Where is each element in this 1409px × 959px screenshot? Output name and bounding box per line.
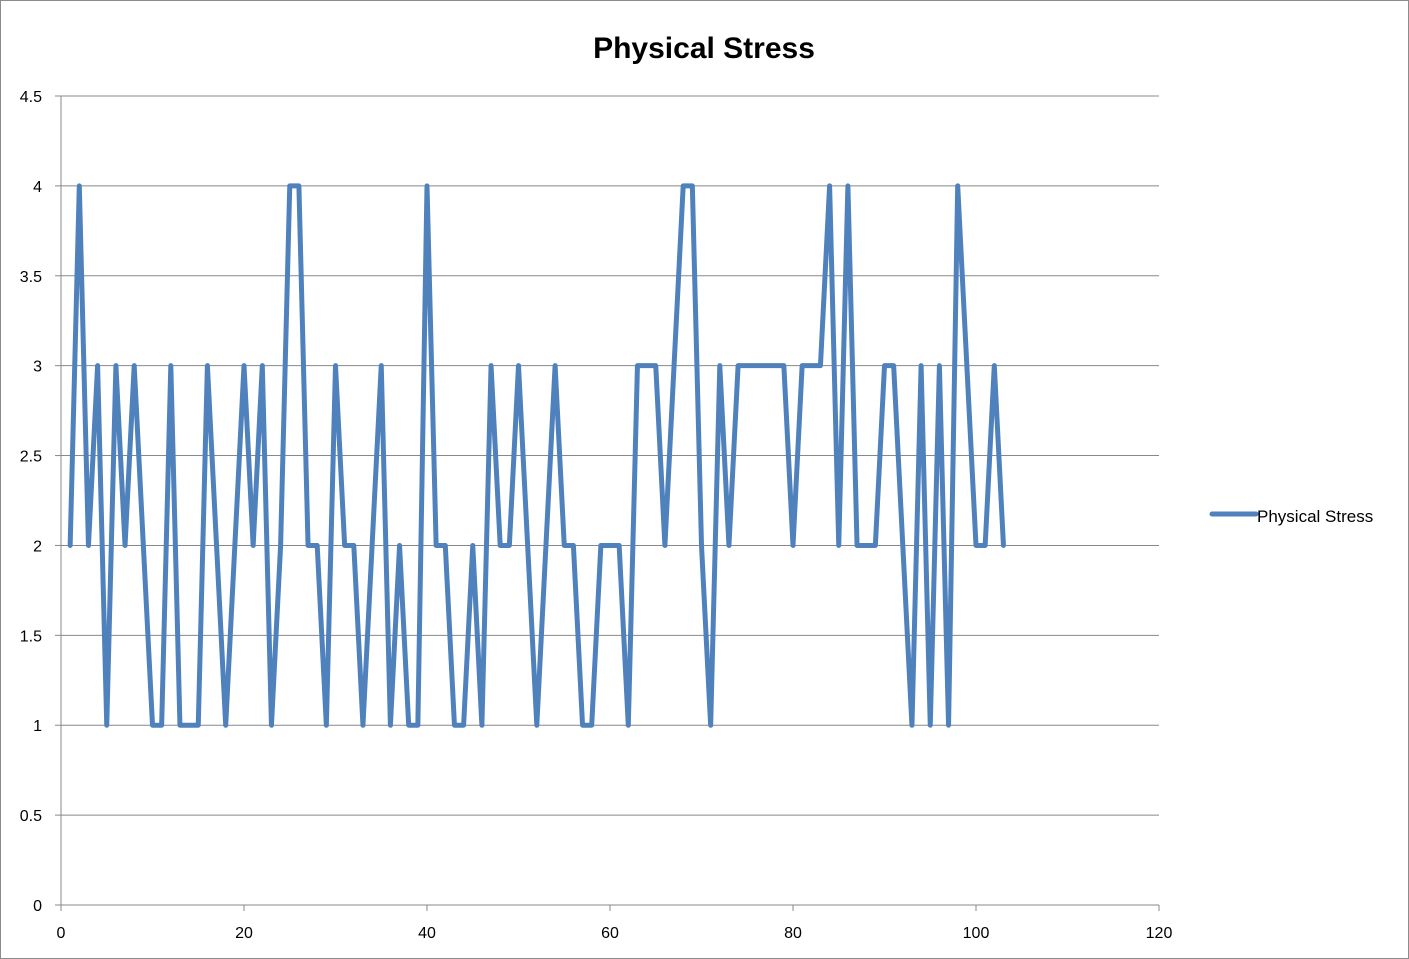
- legend: Physical Stress: [1209, 507, 1373, 526]
- x-tick-label: 40: [418, 925, 436, 942]
- chart-title: Physical Stress: [593, 32, 815, 65]
- x-tick-label: 20: [235, 925, 253, 942]
- axes: [60, 96, 1159, 906]
- x-tick-label: 60: [601, 925, 619, 942]
- x-axis-ticks: 0 20 40 60 80 100 120: [57, 905, 1173, 942]
- y-tick-label: 1: [33, 718, 42, 735]
- x-tick-label: 100: [963, 925, 990, 942]
- legend-label: Physical Stress: [1257, 507, 1373, 526]
- series-group: [67, 183, 1006, 728]
- y-tick-label: 0.5: [20, 808, 42, 825]
- y-tick-label: 2: [33, 538, 42, 555]
- gridlines: [61, 95, 1159, 816]
- y-tick-label: 4.5: [20, 89, 42, 106]
- y-axis-ticks: 0 0.5 1 1.5 2 2.5 3 3.5 4 4.5: [20, 89, 61, 915]
- y-tick-label: 3.5: [20, 269, 42, 286]
- x-tick-label: 80: [784, 925, 802, 942]
- y-tick-label: 2.5: [20, 449, 42, 466]
- y-tick-label: 3: [33, 359, 42, 376]
- x-tick-label: 120: [1146, 925, 1173, 942]
- y-tick-label: 0: [33, 898, 42, 915]
- y-tick-label: 4: [33, 179, 42, 196]
- y-tick-label: 1.5: [20, 628, 42, 645]
- series-line: [67, 183, 1006, 728]
- x-tick-label: 0: [57, 925, 66, 942]
